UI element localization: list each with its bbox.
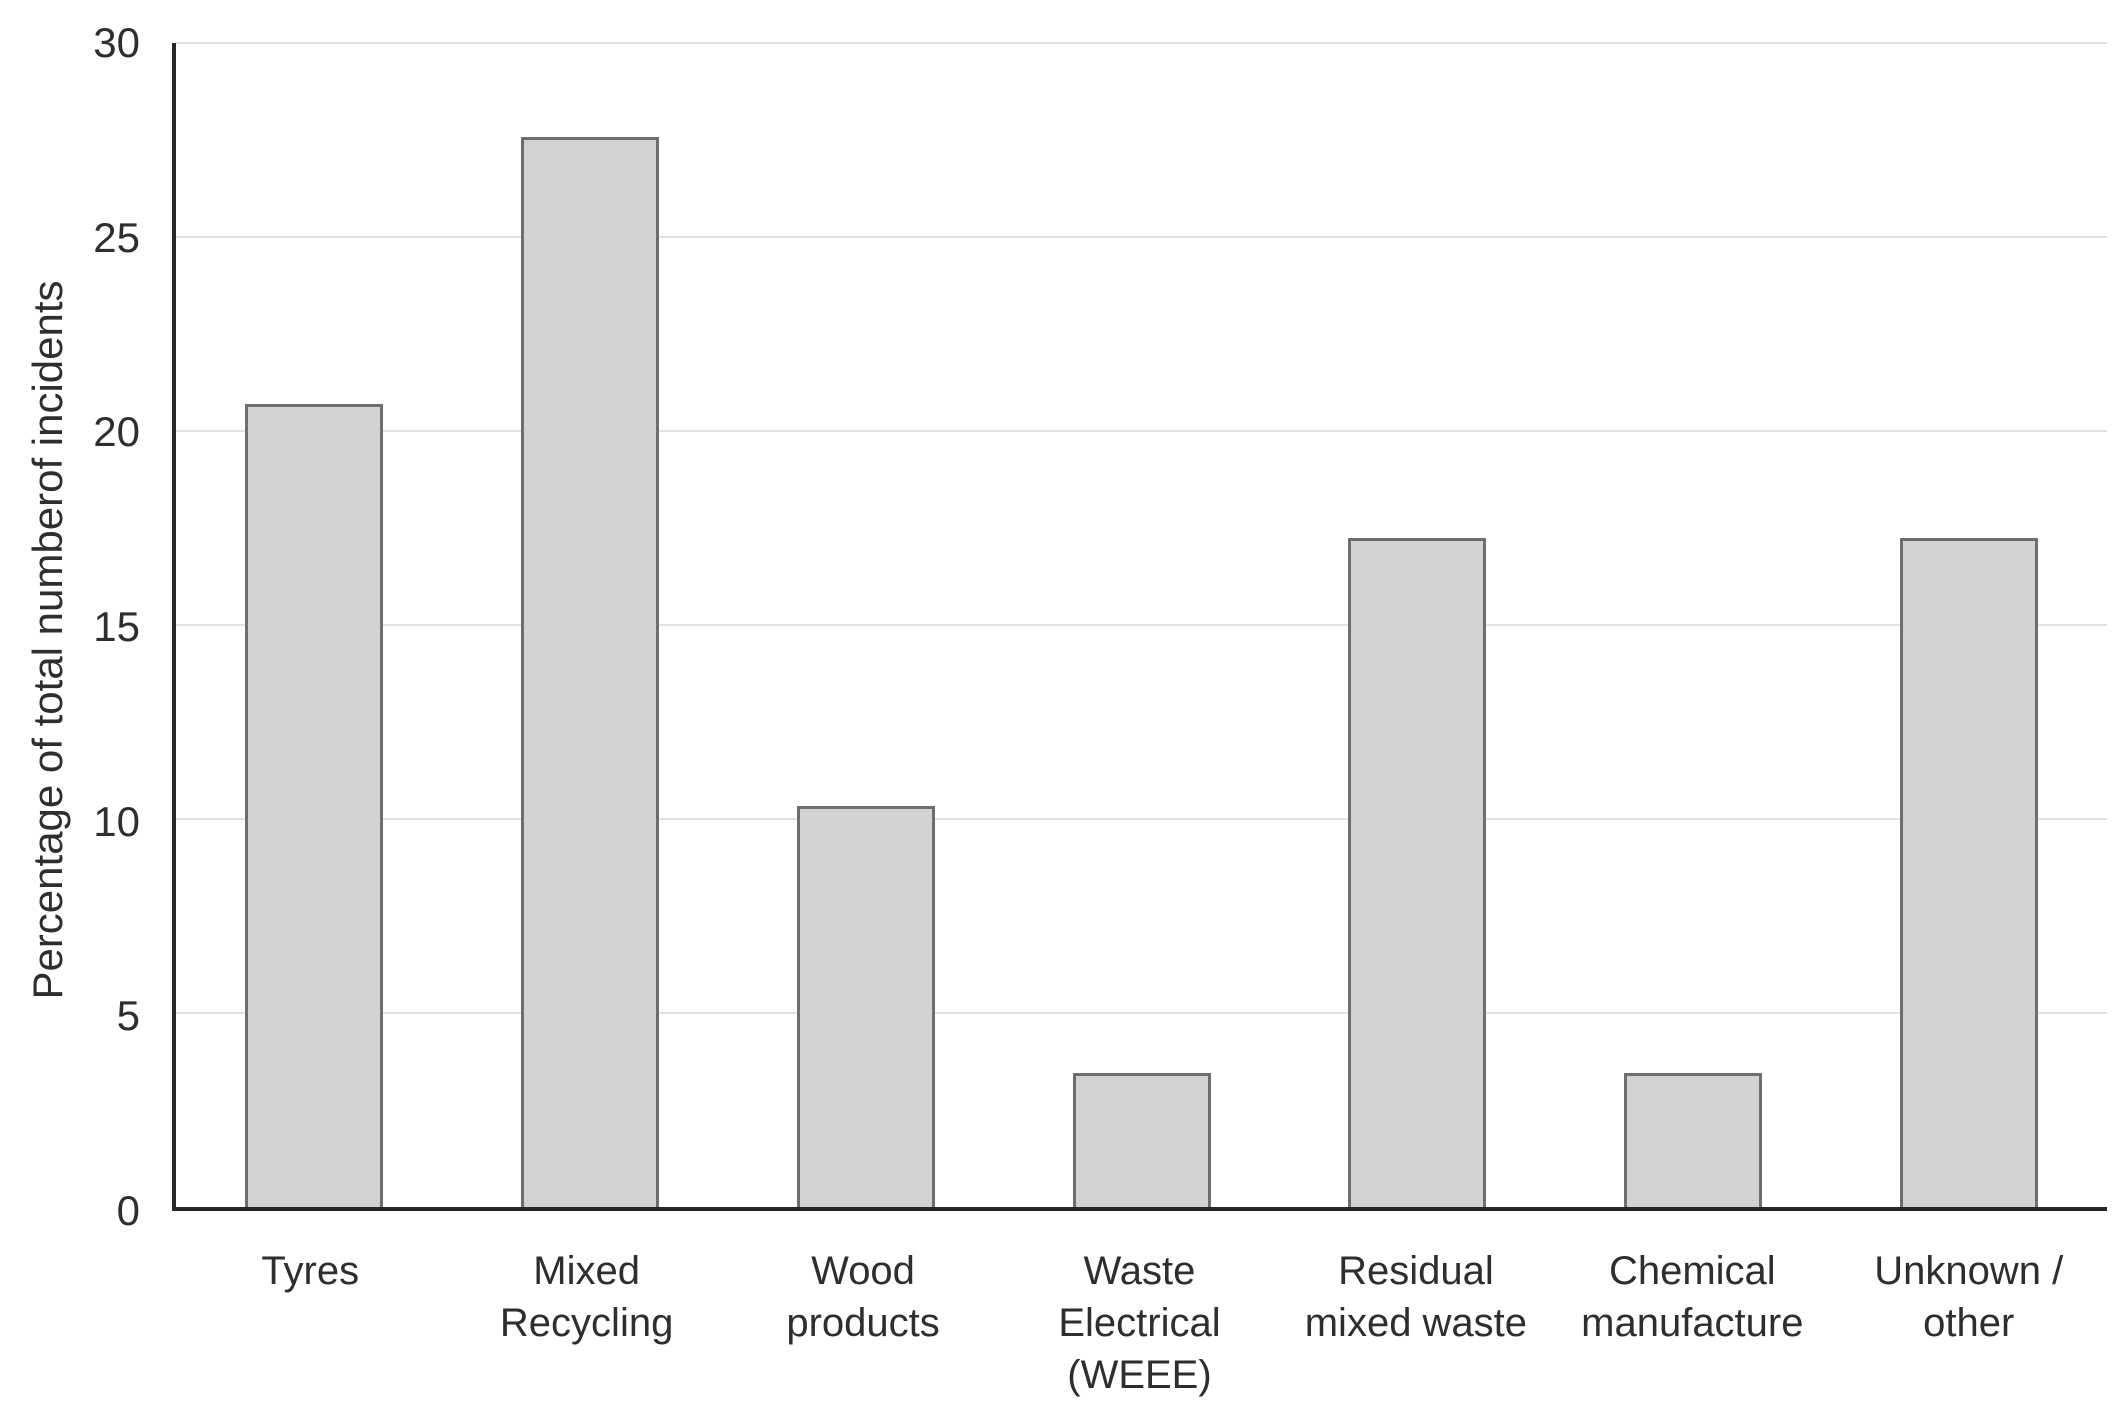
x-axis-labels: Tyres Mixed Recycling Wood products Waste E… (172, 1245, 2107, 1401)
gridline-10 (176, 818, 2107, 820)
x-tick-label-chemical-manufacture: Chemical manufacture (1581, 1249, 1804, 1345)
bar-chemical-manufacture (1624, 1073, 1763, 1207)
gridline-5 (176, 1012, 2107, 1014)
bars-container (176, 43, 2107, 1207)
y-tick-label-5: 5 (116, 992, 140, 1040)
bar-residual-mixed-waste (1348, 538, 1487, 1207)
bar-slot-chemical-manufacture (1555, 43, 1831, 1207)
bar-slot-tyres (176, 43, 452, 1207)
x-tick-label-mixed-recycling: Mixed Recycling (499, 1249, 674, 1345)
y-tick-label-30: 30 (93, 19, 140, 66)
y-tick-label-20: 20 (93, 408, 140, 456)
bar-waste-electrical-weee (1072, 1073, 1211, 1207)
y-tick-label-10: 10 (93, 797, 140, 845)
y-tick-label-25: 25 (93, 213, 140, 261)
bar-mixed-recycling (520, 136, 659, 1207)
y-tick-label-0: 0 (116, 1187, 140, 1234)
x-tick-label-unknown-other: Unknown / other (1874, 1249, 2064, 1345)
bar-slot-unknown-other (1831, 43, 2107, 1207)
bar-slot-residual-mixed-waste (1279, 43, 1555, 1207)
gridline-30 (176, 42, 2107, 44)
y-tick-label-15: 15 (93, 603, 140, 650)
x-tick-label-waste-electrical-weee: Waste Electrical (WEEE) (1058, 1249, 1221, 1397)
x-tick-label-wood-products: Wood products (786, 1249, 940, 1345)
bar-slot-waste-electrical-weee (1004, 43, 1280, 1207)
gridline-20 (176, 430, 2107, 432)
gridline-15 (176, 624, 2107, 626)
bar-wood-products (796, 805, 935, 1207)
plot-area (172, 42, 2107, 1211)
gridline-25 (176, 236, 2107, 238)
bar-tyres (244, 404, 383, 1207)
bar-slot-wood-products (728, 43, 1004, 1207)
bar-unknown-other (1900, 538, 2039, 1207)
x-tick-label-residual-mixed-waste: Residual mixed waste (1304, 1249, 1528, 1345)
bar-slot-mixed-recycling (452, 43, 728, 1207)
x-tick-label-tyres: Tyres (261, 1249, 360, 1293)
